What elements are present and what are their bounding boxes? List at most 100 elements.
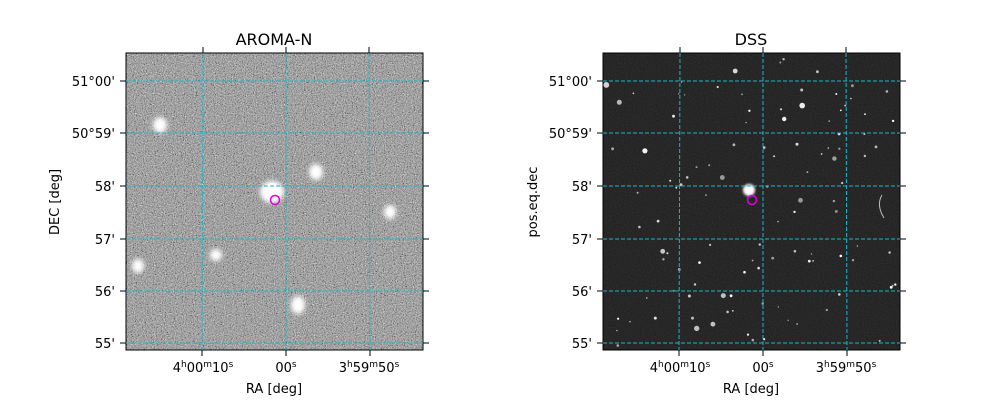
star <box>878 339 881 342</box>
y-tick-label: 57' <box>572 233 592 248</box>
bright-source <box>743 184 755 196</box>
star <box>832 156 837 161</box>
star <box>820 153 823 155</box>
panel-title: DSS <box>735 30 768 49</box>
star <box>782 58 785 61</box>
coordinate-grid <box>126 53 423 350</box>
target-marker <box>269 194 281 206</box>
star <box>825 308 828 312</box>
star <box>720 293 726 299</box>
y-tick-labels: 51°00' 50°59' 58' 57' 56' 55' <box>549 75 592 352</box>
star <box>771 256 775 260</box>
star <box>828 120 830 122</box>
star <box>838 147 841 150</box>
star <box>638 225 641 229</box>
star <box>885 90 889 93</box>
star <box>782 116 787 122</box>
star <box>729 294 733 298</box>
star <box>839 254 843 258</box>
star <box>838 293 841 296</box>
star <box>874 145 878 149</box>
panel-aroma-n: AROMA-N <box>48 30 429 397</box>
panel-title: AROMA-N <box>236 30 313 49</box>
y-axis-label: pos.eq.dec <box>526 167 541 238</box>
star <box>732 143 736 147</box>
star <box>687 294 691 298</box>
bright-source <box>309 164 323 180</box>
star <box>672 289 675 292</box>
star <box>632 92 635 95</box>
y-tick-label: 56' <box>572 285 592 300</box>
star <box>793 210 796 214</box>
star <box>636 191 639 194</box>
star <box>757 266 760 270</box>
x-tick-label: 00s <box>752 360 774 376</box>
star <box>891 119 895 123</box>
star <box>683 94 686 96</box>
x-tick-label: 00s <box>275 360 297 376</box>
star <box>850 97 852 100</box>
star <box>796 323 798 325</box>
plate-artifact <box>878 194 885 219</box>
star <box>787 319 789 321</box>
star <box>798 197 803 203</box>
star <box>745 121 747 124</box>
star <box>832 199 836 203</box>
star <box>603 82 610 88</box>
x-axis-label: RA [deg] <box>723 382 779 397</box>
star <box>716 85 719 89</box>
star <box>691 316 694 320</box>
y-tick-labels: 51°00' 50°59' 58' 57' 56' 55' <box>72 75 115 352</box>
star <box>827 147 830 149</box>
star <box>660 248 666 254</box>
y-tick-label: 51°00' <box>72 75 115 90</box>
dss-image <box>603 53 900 350</box>
star <box>758 243 761 246</box>
star <box>732 68 738 74</box>
x-tick-label: 4h00m10s <box>650 360 711 376</box>
star <box>799 102 805 109</box>
star <box>839 109 842 112</box>
y-tick-label: 55' <box>95 337 115 352</box>
y-tick-label: 58' <box>95 180 115 195</box>
x-axis-label: RA [deg] <box>246 382 302 397</box>
star <box>835 93 838 95</box>
y-tick-label: 50°59' <box>72 127 115 142</box>
star <box>762 146 766 149</box>
star <box>694 325 700 332</box>
star <box>806 171 809 174</box>
star <box>807 259 811 263</box>
star <box>672 114 675 118</box>
star <box>777 306 779 308</box>
bright-source <box>291 296 305 314</box>
star <box>616 344 620 347</box>
axis-ticks <box>597 47 906 356</box>
coordinate-grid <box>603 53 900 350</box>
y-tick-label: 56' <box>95 285 115 300</box>
panel-dss: DSS <box>526 30 906 397</box>
star <box>629 321 631 323</box>
star <box>662 258 665 261</box>
star <box>653 316 657 320</box>
star <box>816 70 819 74</box>
star <box>851 84 854 88</box>
star <box>800 88 804 92</box>
star <box>748 109 751 113</box>
star <box>746 333 750 336</box>
y-tick-label: 57' <box>95 233 115 248</box>
star <box>642 148 648 154</box>
star <box>856 245 859 247</box>
star <box>888 251 891 254</box>
star <box>777 220 779 223</box>
star <box>812 260 814 262</box>
bright-source <box>384 205 396 219</box>
x-tick-label: 3h59m50s <box>339 360 400 376</box>
star <box>751 259 754 262</box>
star <box>685 176 689 179</box>
star <box>763 338 766 341</box>
star <box>793 249 797 253</box>
star <box>795 142 799 146</box>
star <box>773 155 776 158</box>
star <box>611 147 614 151</box>
